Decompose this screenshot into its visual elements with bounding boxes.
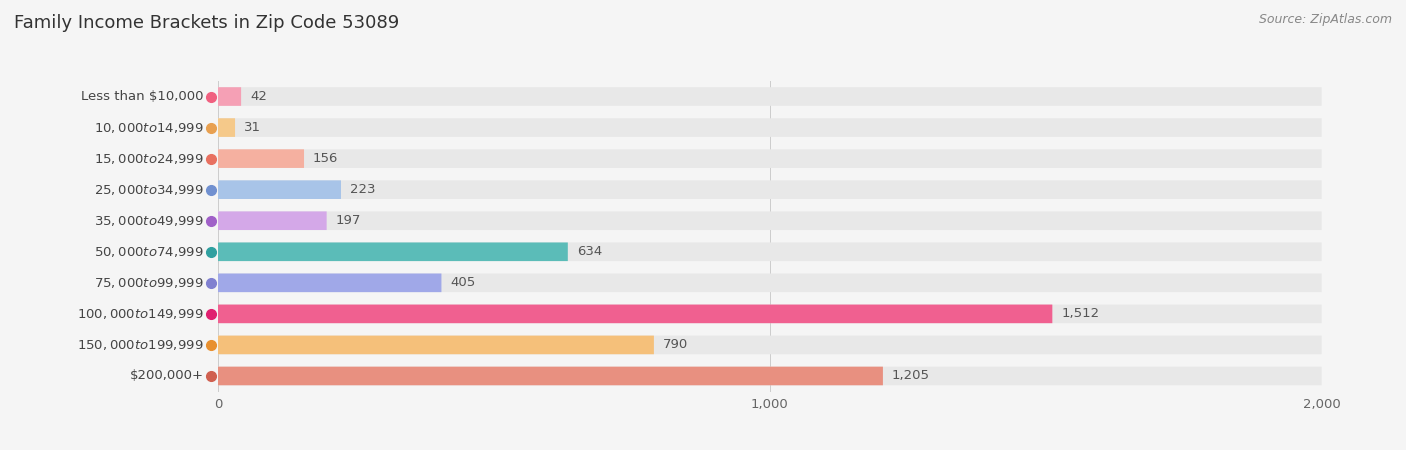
FancyBboxPatch shape	[218, 274, 1322, 292]
Text: 1,512: 1,512	[1062, 307, 1099, 320]
Text: 634: 634	[576, 245, 602, 258]
FancyBboxPatch shape	[218, 180, 1322, 199]
Text: 31: 31	[243, 121, 262, 134]
FancyBboxPatch shape	[218, 243, 1322, 261]
Text: 197: 197	[336, 214, 361, 227]
Text: 42: 42	[250, 90, 267, 103]
FancyBboxPatch shape	[218, 118, 235, 137]
FancyBboxPatch shape	[218, 149, 304, 168]
Text: 156: 156	[314, 152, 339, 165]
FancyBboxPatch shape	[218, 243, 568, 261]
Text: Source: ZipAtlas.com: Source: ZipAtlas.com	[1258, 14, 1392, 27]
Text: $75,000 to $99,999: $75,000 to $99,999	[94, 276, 204, 290]
FancyBboxPatch shape	[218, 118, 1322, 137]
FancyBboxPatch shape	[218, 87, 240, 106]
Text: 405: 405	[450, 276, 475, 289]
Text: $50,000 to $74,999: $50,000 to $74,999	[94, 245, 204, 259]
FancyBboxPatch shape	[218, 180, 342, 199]
FancyBboxPatch shape	[218, 336, 1322, 354]
FancyBboxPatch shape	[218, 149, 1322, 168]
Text: $10,000 to $14,999: $10,000 to $14,999	[94, 121, 204, 135]
Text: 223: 223	[350, 183, 375, 196]
FancyBboxPatch shape	[218, 87, 1322, 106]
Text: 1,205: 1,205	[891, 369, 929, 382]
Text: $25,000 to $34,999: $25,000 to $34,999	[94, 183, 204, 197]
Text: Less than $10,000: Less than $10,000	[82, 90, 204, 103]
FancyBboxPatch shape	[218, 305, 1052, 323]
Text: $200,000+: $200,000+	[129, 369, 204, 382]
FancyBboxPatch shape	[218, 212, 1322, 230]
Text: 790: 790	[662, 338, 688, 351]
Text: $100,000 to $149,999: $100,000 to $149,999	[77, 307, 204, 321]
Text: $35,000 to $49,999: $35,000 to $49,999	[94, 214, 204, 228]
FancyBboxPatch shape	[218, 336, 654, 354]
FancyBboxPatch shape	[218, 305, 1322, 323]
Text: $150,000 to $199,999: $150,000 to $199,999	[77, 338, 204, 352]
FancyBboxPatch shape	[218, 367, 1322, 385]
FancyBboxPatch shape	[218, 367, 883, 385]
FancyBboxPatch shape	[218, 274, 441, 292]
Text: $15,000 to $24,999: $15,000 to $24,999	[94, 152, 204, 166]
FancyBboxPatch shape	[218, 212, 326, 230]
Text: Family Income Brackets in Zip Code 53089: Family Income Brackets in Zip Code 53089	[14, 14, 399, 32]
